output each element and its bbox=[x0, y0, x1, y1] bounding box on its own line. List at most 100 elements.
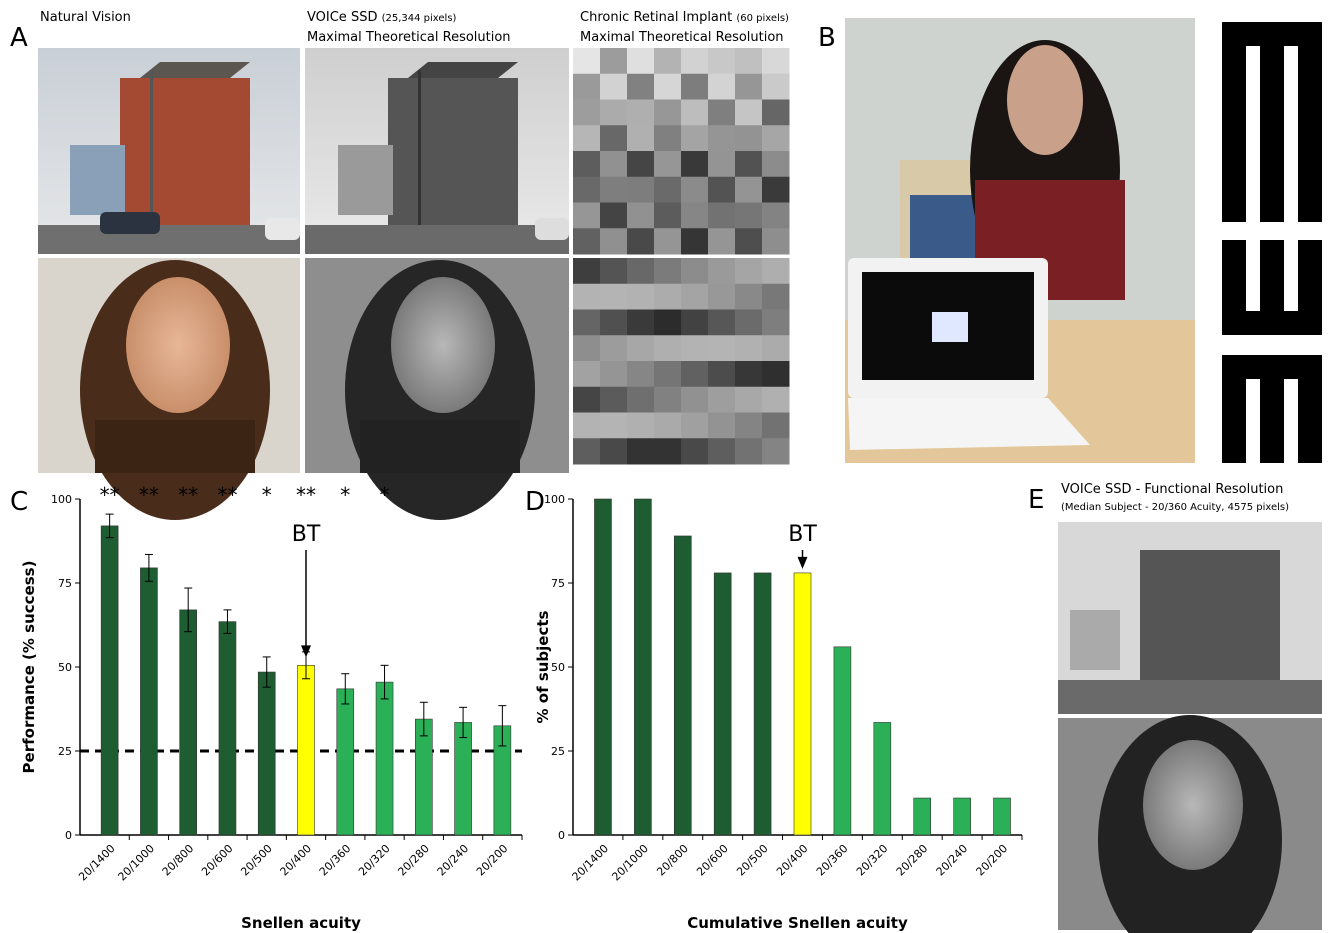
bar bbox=[713, 572, 732, 836]
pixel bbox=[762, 228, 790, 255]
x-tick-label: 20/200 bbox=[974, 842, 1011, 879]
pixel bbox=[762, 283, 790, 310]
arrow-head bbox=[301, 645, 311, 658]
pixel bbox=[600, 361, 628, 388]
significance: * bbox=[340, 483, 350, 507]
pixel bbox=[735, 438, 763, 465]
y-axis-label: Performance (% success) bbox=[20, 561, 38, 774]
pixel bbox=[708, 361, 736, 388]
pixel bbox=[627, 438, 655, 465]
y-tick-label: 0 bbox=[65, 829, 72, 842]
pixel bbox=[573, 125, 601, 152]
bar bbox=[913, 797, 932, 836]
pixel bbox=[654, 361, 682, 388]
pixel bbox=[681, 73, 709, 100]
pixel bbox=[627, 73, 655, 100]
bar bbox=[415, 718, 433, 836]
x-tick-label: 20/280 bbox=[395, 842, 432, 879]
pixel bbox=[762, 309, 790, 336]
bar bbox=[873, 722, 892, 836]
pixel bbox=[735, 176, 763, 203]
pixel bbox=[573, 73, 601, 100]
pixel bbox=[735, 386, 763, 413]
annotation: BT bbox=[292, 522, 321, 547]
y-tick-label: 75 bbox=[551, 577, 565, 590]
bar bbox=[375, 681, 394, 836]
x-tick-label: 20/320 bbox=[356, 842, 393, 879]
pixel bbox=[735, 202, 763, 229]
pixel bbox=[573, 386, 601, 413]
pixel bbox=[654, 176, 682, 203]
pixel bbox=[681, 412, 709, 439]
pixel bbox=[600, 151, 628, 178]
pixel bbox=[762, 412, 790, 439]
pixel bbox=[600, 386, 628, 413]
pixel bbox=[654, 48, 682, 75]
bar bbox=[594, 498, 612, 836]
pixel bbox=[627, 202, 655, 229]
pixel bbox=[627, 151, 655, 178]
pixel bbox=[600, 283, 628, 310]
pixel bbox=[708, 202, 736, 229]
bar bbox=[793, 572, 812, 836]
x-tick-label: 20/360 bbox=[814, 842, 851, 879]
error-bar bbox=[262, 656, 271, 688]
x-tick-label: 20/1400 bbox=[570, 842, 612, 884]
pixel bbox=[627, 386, 655, 413]
y-tick-label: 25 bbox=[551, 745, 565, 758]
functional-street bbox=[1058, 522, 1322, 714]
pixel bbox=[735, 48, 763, 75]
pixel bbox=[654, 202, 682, 229]
y-axis-label: % of subjects bbox=[534, 610, 552, 723]
pixel bbox=[573, 335, 601, 362]
pixel bbox=[654, 73, 682, 100]
pixel bbox=[708, 151, 736, 178]
bar bbox=[993, 797, 1011, 836]
bar bbox=[634, 498, 652, 836]
pixel bbox=[762, 361, 790, 388]
pixel bbox=[600, 228, 628, 255]
bar bbox=[140, 567, 158, 836]
pixel bbox=[762, 151, 790, 178]
pixel bbox=[654, 412, 682, 439]
pixel bbox=[654, 99, 682, 126]
pixel bbox=[735, 335, 763, 362]
pixel bbox=[708, 73, 736, 100]
annotation: BT bbox=[788, 522, 817, 547]
pixel bbox=[627, 361, 655, 388]
pixel-street bbox=[573, 48, 790, 255]
pixel bbox=[654, 151, 682, 178]
pixel bbox=[762, 258, 790, 285]
pixel bbox=[681, 99, 709, 126]
x-tick-label: 20/600 bbox=[694, 842, 731, 879]
x-axis-label: Cumulative Snellen acuity bbox=[687, 914, 908, 932]
pixel bbox=[681, 48, 709, 75]
significance: * bbox=[262, 483, 272, 507]
pixel bbox=[681, 386, 709, 413]
pixel bbox=[573, 228, 601, 255]
pixel bbox=[735, 125, 763, 152]
pixel bbox=[735, 361, 763, 388]
x-tick-label: 20/320 bbox=[854, 842, 891, 879]
pixel bbox=[708, 48, 736, 75]
pixel bbox=[627, 309, 655, 336]
y-tick-label: 50 bbox=[551, 661, 565, 674]
bar bbox=[336, 688, 355, 836]
pixel bbox=[627, 125, 655, 152]
x-tick-label: 20/240 bbox=[934, 842, 971, 879]
x-tick-label: 20/600 bbox=[199, 842, 236, 879]
pixel bbox=[762, 99, 790, 126]
pixel bbox=[600, 258, 628, 285]
pixel bbox=[654, 335, 682, 362]
pixel bbox=[762, 125, 790, 152]
pixel bbox=[708, 258, 736, 285]
y-tick-label: 100 bbox=[544, 493, 565, 506]
pixel bbox=[627, 258, 655, 285]
pixel bbox=[681, 335, 709, 362]
panel-label: A bbox=[10, 23, 28, 53]
x-tick-label: 20/400 bbox=[774, 842, 811, 879]
pixel bbox=[681, 151, 709, 178]
pixel bbox=[654, 125, 682, 152]
caption: Natural Vision bbox=[40, 10, 131, 25]
street-photo bbox=[38, 48, 300, 254]
